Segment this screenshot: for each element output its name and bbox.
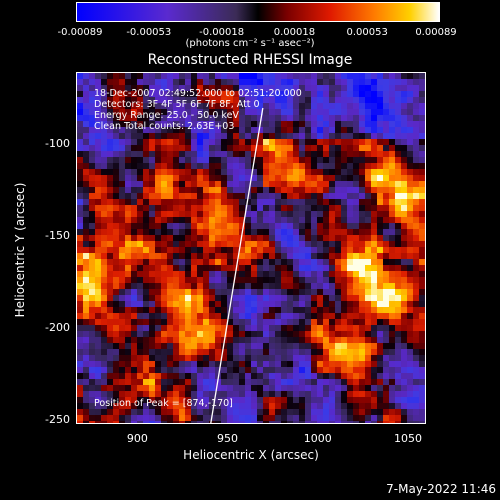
colorbar [76,2,440,22]
y-tick-label: -250 [45,413,70,427]
x-tick-label: 950 [217,432,239,445]
x-axis-label: Heliocentric X (arcsec) [183,448,319,462]
y-tick-label: -200 [45,321,70,335]
colorbar-unit-label: (photons cm⁻² s⁻¹ asec⁻²) [185,38,315,49]
colorbar-tick-label: 0.00018 [273,27,316,38]
colorbar-tick-label: 0.00053 [346,27,388,38]
annotation-energy-range: Energy Range: 25.0 - 50.0 keV [94,110,239,121]
x-tick-label: 1050 [393,432,422,445]
y-tick-label: -150 [45,229,70,243]
annotation-time-range: 18-Dec-2007 02:49:52.000 to 02:51:20.000 [94,88,302,99]
y-tick-label: -100 [45,136,70,150]
solar-limb-line [210,107,264,423]
heatmap-image [77,73,425,423]
colorbar-tick-label: -0.00018 [199,27,245,38]
chart-title: Reconstructed RHESSI Image [147,52,353,68]
colorbar-tick-label: -0.00053 [126,27,172,38]
y-axis-label: Heliocentric Y (arcsec) [13,182,27,318]
x-tick-label: 1000 [303,432,332,445]
plot-area [76,72,426,424]
annotation-detectors: Detectors: 3F 4F 5F 6F 7F 8F, Att 0 [94,99,260,110]
colorbar-tick-label: -0.00089 [57,27,103,38]
timestamp: 7-May-2022 11:46 [386,482,496,496]
annotation-clean-counts: Clean Total counts: 2.63E+03 [94,121,235,132]
x-tick-label: 900 [126,432,148,445]
annotation-peak-position: Position of Peak = [874,-170] [94,398,233,409]
colorbar-tick-label: 0.00089 [415,27,457,38]
